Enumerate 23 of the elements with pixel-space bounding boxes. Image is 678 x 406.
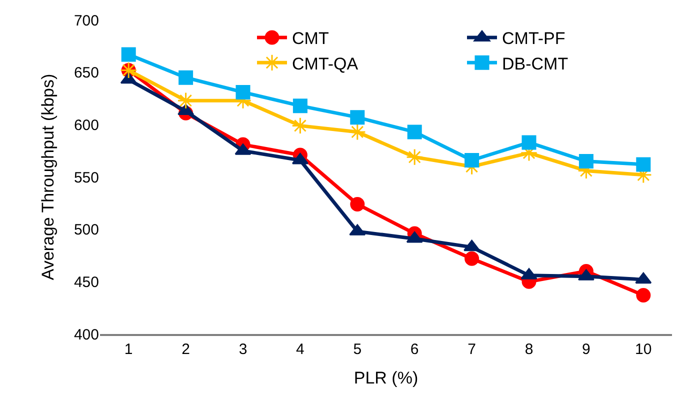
x-tick-label: 1 <box>124 340 133 358</box>
x-tick-label: 7 <box>468 340 476 358</box>
x-tick-label: 3 <box>238 340 248 358</box>
x-tick-label: 8 <box>524 340 534 358</box>
y-tick-label: 600 <box>74 116 99 134</box>
y-tick-label: 550 <box>74 169 99 186</box>
x-tick-label: 10 <box>635 340 652 358</box>
y-axis-title: Average Throughput (kbps) <box>38 74 58 280</box>
x-tick-label: 5 <box>353 340 362 358</box>
x-tick-label: 9 <box>582 340 590 358</box>
y-tick-label: 400 <box>74 326 99 344</box>
y-tick-label: 650 <box>74 64 99 82</box>
legend-label: CMT <box>292 29 329 48</box>
x-axis-title: PLR (%) <box>354 368 418 388</box>
x-tick-label: 6 <box>410 340 419 358</box>
y-tick-label: 500 <box>74 222 99 239</box>
legend-label: DB-CMT <box>502 54 568 74</box>
legend-label: CMT-PF <box>502 29 566 48</box>
y-tick-label: 450 <box>74 274 99 291</box>
legend-label: CMT-QA <box>292 54 359 74</box>
x-tick-label: 2 <box>182 340 190 358</box>
x-tick-label: 4 <box>296 340 304 358</box>
y-tick-label: 700 <box>74 12 99 30</box>
